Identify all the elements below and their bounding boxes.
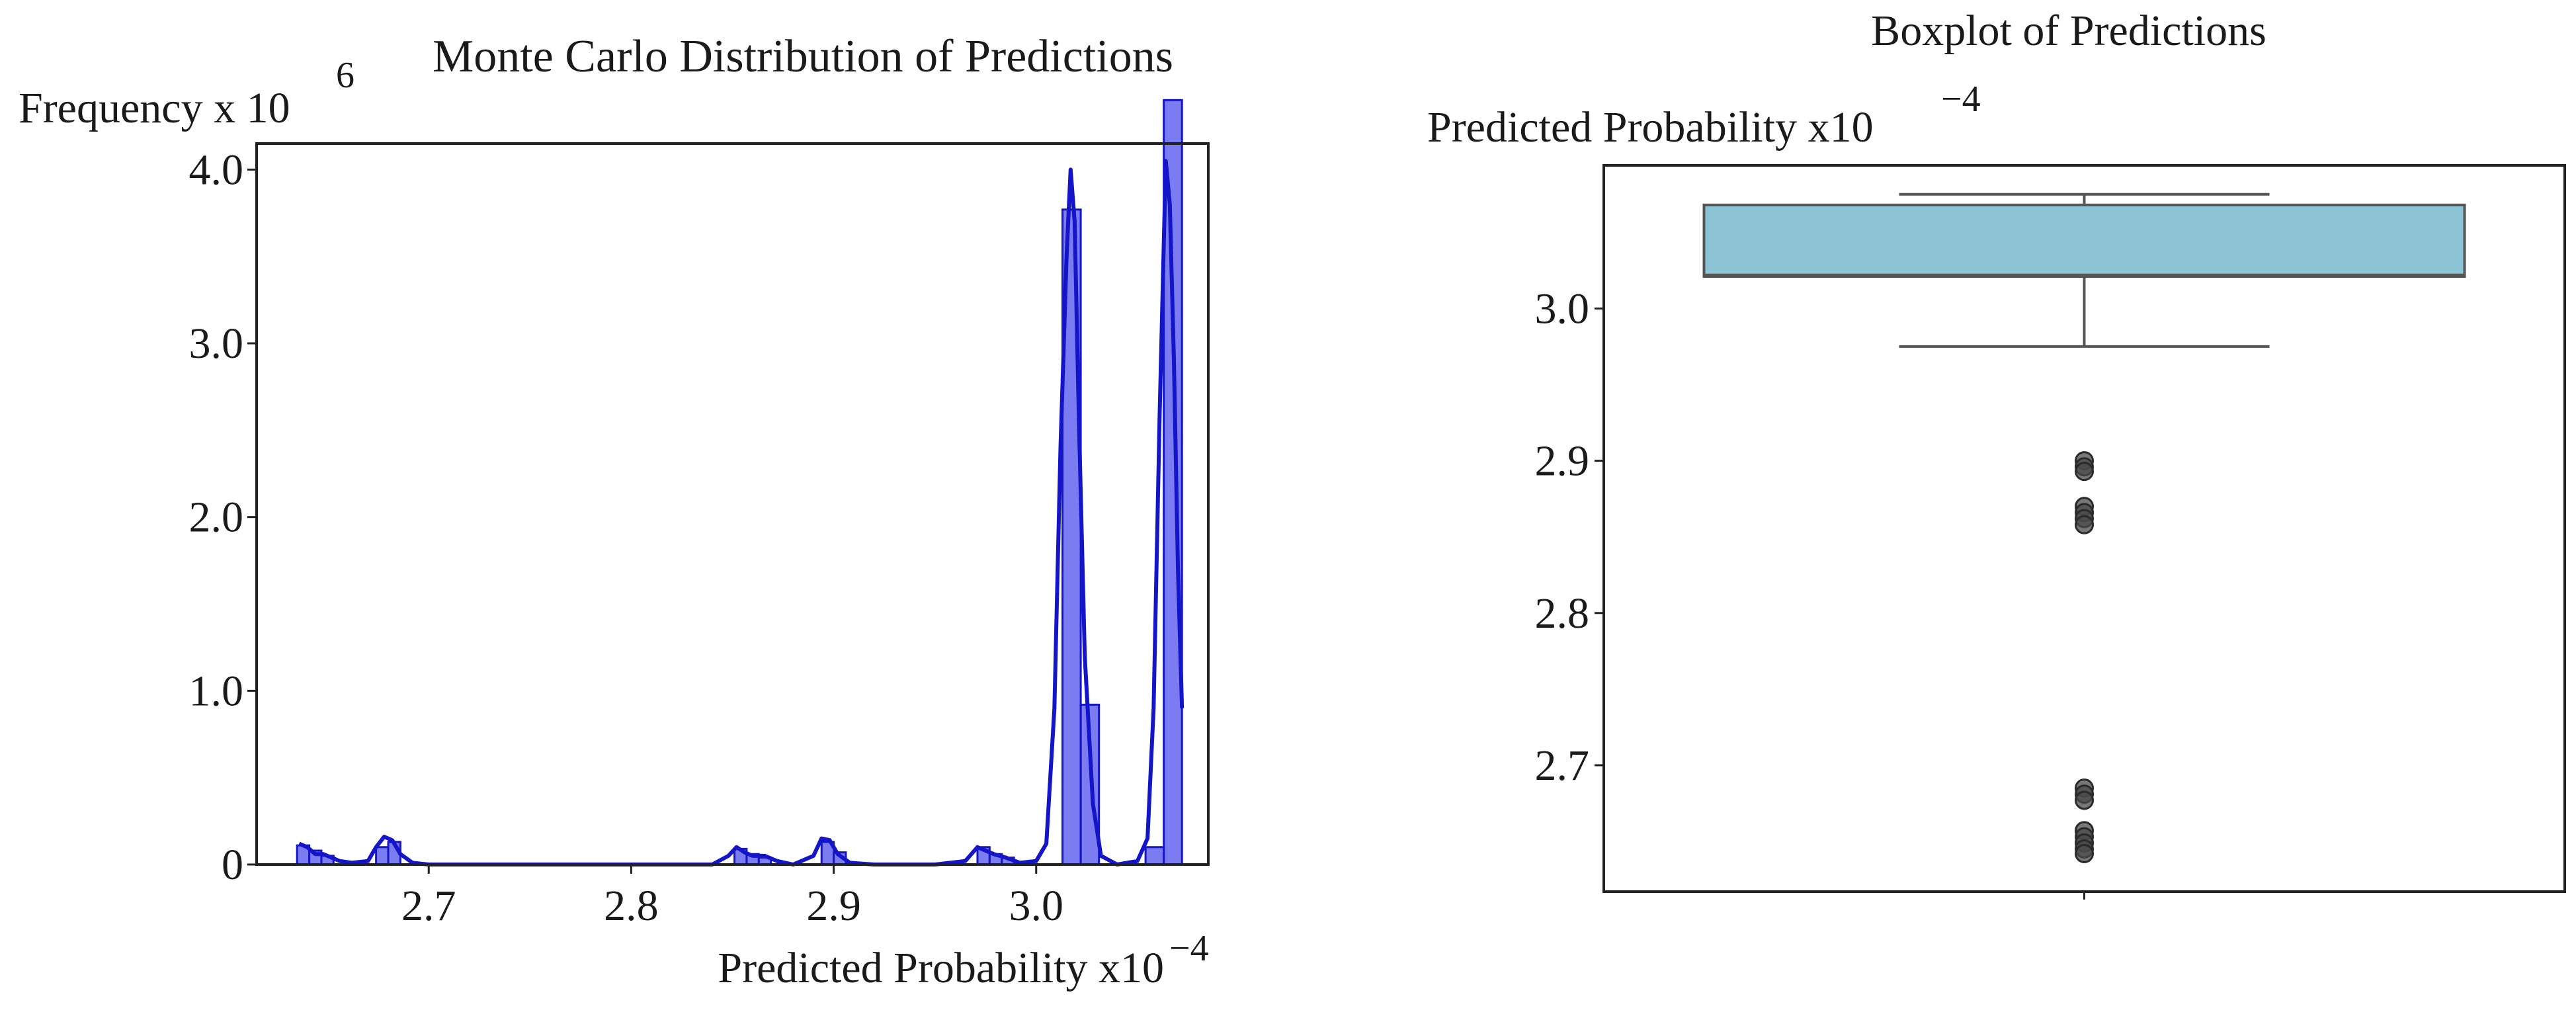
boxplot-outlier-point xyxy=(2075,790,2094,810)
histogram-bar xyxy=(375,846,390,866)
boxplot-box xyxy=(1702,203,2466,278)
boxplot-outlier-point xyxy=(2075,515,2094,534)
boxplot-y-axis-label: Predicted Probability x10 xyxy=(1427,103,1874,151)
boxplot-y-tick-label: 2.7 xyxy=(1535,741,1590,790)
histogram-x-axis-label: Predicted Probability x10 xyxy=(718,944,1164,992)
histogram-x-tick-label: 2.8 xyxy=(604,882,659,930)
histogram-y-axis-exponent: 6 xyxy=(336,55,354,96)
boxplot-elements xyxy=(1702,192,2466,900)
histogram-y-axis-label: Frequency x 10 xyxy=(19,84,290,132)
histogram-x-tick-label: 2.7 xyxy=(401,882,456,930)
histogram-y-tick-label: 2.0 xyxy=(189,493,244,542)
boxplot-y-ticks: 2.7 2.8 2.9 3.0 xyxy=(1535,284,1604,790)
boxplot-y-axis-exponent: −4 xyxy=(1941,79,1981,120)
histogram-y-tick-label: 1.0 xyxy=(189,667,244,715)
histogram-x-tick-label: 3.0 xyxy=(1009,882,1064,930)
histogram-chart: Monte Carlo Distribution of Predictions … xyxy=(19,31,1210,992)
boxplot-title: Boxplot of Predictions xyxy=(1871,7,2266,55)
histogram-bar xyxy=(1144,846,1165,866)
histogram-bar xyxy=(1163,99,1183,866)
boxplot-y-tick-label: 2.8 xyxy=(1535,589,1590,638)
boxplot-outlier-point xyxy=(2075,462,2094,482)
boxplot-y-tick-label: 2.9 xyxy=(1535,437,1590,486)
boxplot-outlier-point xyxy=(2075,843,2094,863)
histogram-y-tick-label: 0 xyxy=(222,841,243,889)
histogram-x-tick-label: 2.9 xyxy=(806,882,861,930)
boxplot-y-tick-label: 3.0 xyxy=(1535,284,1590,333)
histogram-y-tick-label: 3.0 xyxy=(189,319,244,368)
histogram-y-ticks: 0 1.0 2.0 3.0 4.0 xyxy=(189,146,257,889)
histogram-bars xyxy=(296,99,1183,866)
boxplot-chart: Boxplot of Predictions Predicted Probabi… xyxy=(1427,7,2566,900)
histogram-x-axis-exponent: −4 xyxy=(1169,928,1209,969)
histogram-title: Monte Carlo Distribution of Predictions xyxy=(433,31,1173,82)
histogram-kde-curve xyxy=(298,159,1184,866)
histogram-plot-frame xyxy=(255,142,1210,866)
histogram-y-tick-label: 4.0 xyxy=(189,146,244,194)
histogram-x-ticks: 2.7 2.8 2.9 3.0 xyxy=(401,865,1063,930)
